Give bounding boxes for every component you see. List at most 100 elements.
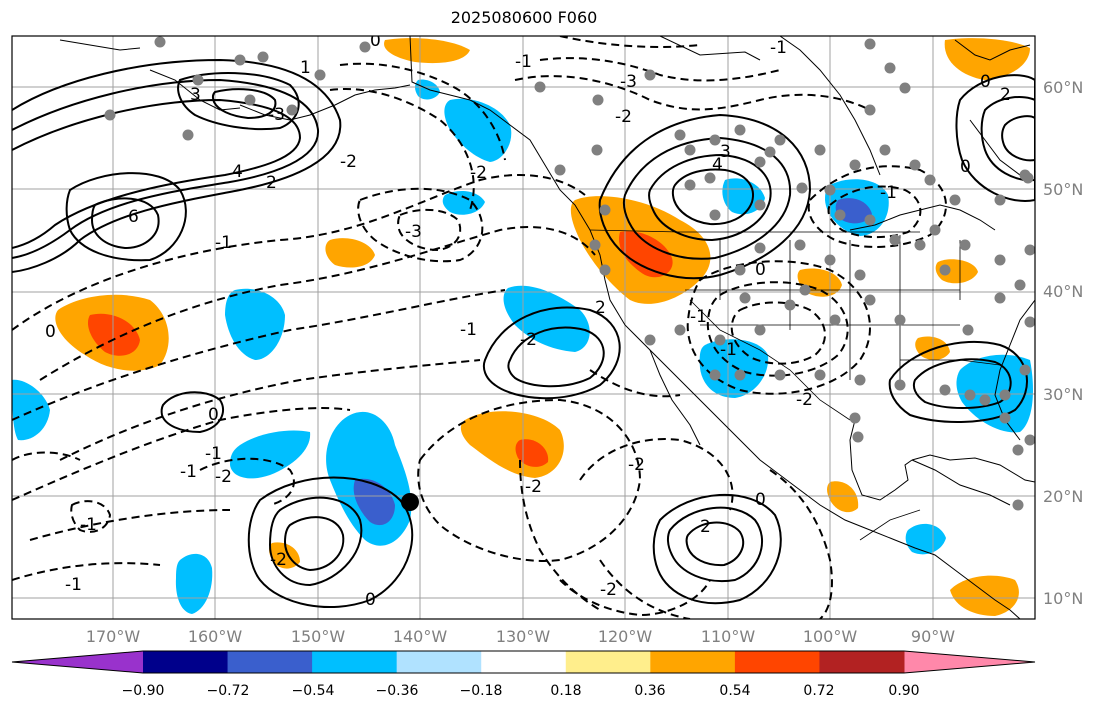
station-dot xyxy=(734,264,746,276)
cold-area xyxy=(699,339,769,398)
station-dot xyxy=(962,324,974,336)
colorbar-segment xyxy=(819,651,905,673)
station-dot xyxy=(764,146,776,158)
contour-label: -2 xyxy=(470,163,487,183)
cold-area xyxy=(722,178,765,215)
station-dot xyxy=(852,431,864,443)
colorbar-tick: 0.36 xyxy=(634,683,666,699)
station-dot xyxy=(849,159,861,171)
station-dot xyxy=(1024,316,1035,328)
lon-label-160w: 160°W xyxy=(187,627,243,646)
station-dot xyxy=(829,314,841,326)
contour-label: -3 xyxy=(405,222,422,242)
colorbar-tick: 0.90 xyxy=(888,683,920,699)
lat-label-10n: 10°N xyxy=(1043,589,1084,608)
station-dot xyxy=(1024,244,1035,256)
lon-label-130w: 130°W xyxy=(495,627,551,646)
station-dot xyxy=(949,194,961,206)
contour-label: -1 xyxy=(880,183,897,203)
station-dot xyxy=(739,292,751,304)
contour-label: -1 xyxy=(515,52,532,72)
station-dot xyxy=(244,94,256,106)
lon-label-100w: 100°W xyxy=(802,627,858,646)
cold-area xyxy=(503,285,590,352)
station-dot xyxy=(796,182,808,194)
contour-label: -2 xyxy=(628,455,645,475)
lon-label-170w: 170°W xyxy=(85,627,141,646)
station-dot xyxy=(799,284,811,296)
contour-label: -3 xyxy=(620,72,637,92)
shaded-fields xyxy=(12,38,1033,616)
colorbar xyxy=(11,650,1036,674)
contour-label: 0 xyxy=(370,31,381,51)
station-dot xyxy=(591,144,603,156)
lon-label-120w: 120°W xyxy=(597,627,653,646)
station-dot xyxy=(684,144,696,156)
station-dot xyxy=(854,269,866,281)
station-dot xyxy=(994,254,1006,266)
contour-label: -1 xyxy=(460,320,477,340)
contour-label: 0 xyxy=(755,260,766,280)
station-dot xyxy=(674,129,686,141)
contour-label: -2 xyxy=(215,467,232,487)
station-dot xyxy=(599,264,611,276)
contour-label: 0 xyxy=(365,590,376,610)
colorbar-tick: −0.54 xyxy=(291,683,335,699)
station-dot xyxy=(734,124,746,136)
contour-label: 0 xyxy=(755,490,766,510)
contour-label: 0 xyxy=(45,322,56,342)
contour-label: -2 xyxy=(615,107,632,127)
station-dot xyxy=(684,179,696,191)
station-dot xyxy=(1012,499,1024,511)
station-dot xyxy=(154,36,166,48)
colorbar-segment xyxy=(143,651,229,673)
station-dot xyxy=(814,144,826,156)
station-dot xyxy=(884,62,896,74)
station-dot xyxy=(182,129,194,141)
station-dot xyxy=(257,51,269,63)
station-dot xyxy=(234,54,246,66)
station-dot xyxy=(1012,444,1024,456)
contour-label: 6 xyxy=(128,207,139,227)
station-dot xyxy=(864,104,876,116)
station-dot xyxy=(939,264,951,276)
contour-label: 3 xyxy=(720,142,731,162)
station-dot xyxy=(964,389,976,401)
cold-area xyxy=(442,190,485,215)
colorbar-outline xyxy=(11,650,1036,674)
storm-marker xyxy=(401,493,419,511)
station-dot xyxy=(286,104,298,116)
station-dot xyxy=(709,134,721,146)
contour-label: 0 xyxy=(960,157,971,177)
hot-area xyxy=(515,439,549,467)
station-markers xyxy=(104,36,1035,511)
warm-area xyxy=(325,238,375,268)
station-dot xyxy=(534,81,546,93)
cold-area xyxy=(230,430,311,479)
contour-label: -1 xyxy=(180,462,197,482)
station-dot xyxy=(854,374,866,386)
station-dot xyxy=(924,174,936,186)
colorbar-segment xyxy=(481,651,567,673)
colorbar-tick: 0.18 xyxy=(550,683,582,699)
contour-label: -2 xyxy=(600,580,617,600)
contour-label: 4 xyxy=(712,155,723,175)
contour-label: -2 xyxy=(270,550,287,570)
station-dot xyxy=(554,164,566,176)
station-dot xyxy=(674,324,686,336)
cold-area xyxy=(444,98,512,162)
map-frame xyxy=(11,35,1036,620)
colorbar-tick: 0.72 xyxy=(803,683,835,699)
station-dot xyxy=(999,412,1011,424)
contour-label: 0 xyxy=(208,405,219,425)
lat-label-30n: 30°N xyxy=(1043,385,1084,404)
station-dot xyxy=(864,294,876,306)
colorbar-tick: 0.54 xyxy=(719,683,751,699)
lon-label-110w: 110°W xyxy=(700,627,756,646)
station-dot xyxy=(849,412,861,424)
colorbar-segment xyxy=(396,651,482,673)
contour-label: 3 xyxy=(190,85,201,105)
station-dot xyxy=(644,69,656,81)
station-dot xyxy=(754,199,766,211)
